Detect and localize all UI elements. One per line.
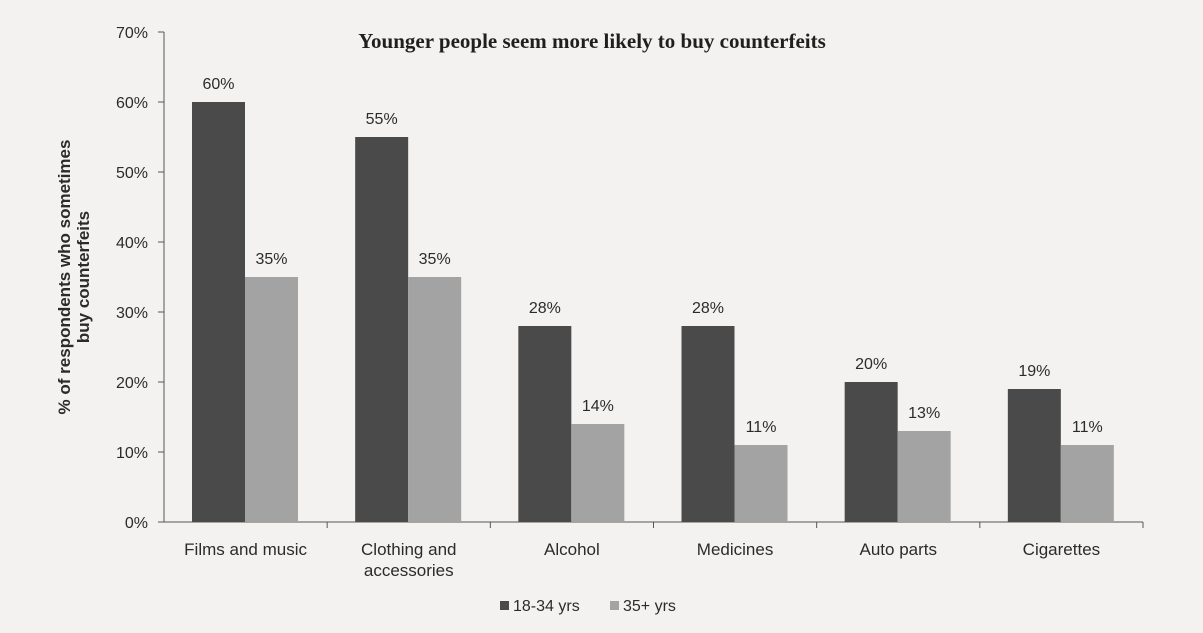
category-group: 28% 14% Alcohol — [518, 300, 654, 559]
bar-18-34-yrs — [518, 326, 572, 522]
y-tick-label: 10% — [116, 445, 148, 462]
bar-35-yrs — [571, 424, 625, 522]
data-label: 28% — [529, 300, 561, 317]
plot-area: 0% 10% 20% 30% 40% 50% 60% 70% 60% 35% Films and m… — [116, 25, 1144, 580]
category-label-line: Cigarettes — [1023, 540, 1100, 559]
category-label-line: Auto parts — [860, 540, 938, 559]
legend-swatch — [610, 601, 619, 610]
legend: 18-34 yrs 35+ yrs — [500, 598, 676, 615]
data-label: 35% — [255, 251, 287, 268]
y-axis-title-line-1: % of respondents who sometimes — [55, 140, 74, 415]
y-tick-label: 30% — [116, 305, 148, 322]
y-tick-label: 20% — [116, 375, 148, 392]
y-axis-title: % of respondents who sometimes buy count… — [55, 140, 93, 415]
legend-label: 35+ yrs — [623, 598, 676, 615]
data-label: 55% — [366, 111, 398, 128]
data-label: 11% — [1072, 419, 1103, 436]
category-group: 28% 11% Medicines — [681, 300, 818, 559]
data-label: 28% — [692, 300, 724, 317]
y-tick-label: 0% — [125, 515, 148, 532]
category-label: Films and music — [184, 540, 307, 559]
data-label: 14% — [582, 398, 614, 415]
category-label-line: accessories — [364, 561, 454, 580]
legend-item: 35+ yrs — [610, 598, 676, 615]
bar-18-34-yrs — [355, 137, 409, 522]
category-group: 55% 35% Clothing and accessories — [355, 111, 491, 580]
y-axis-title-line-2: buy counterfeits — [74, 211, 93, 343]
bar-18-34-yrs — [681, 326, 735, 522]
y-tick-label: 50% — [116, 165, 148, 182]
data-label: 35% — [419, 251, 451, 268]
bar-35-yrs — [734, 445, 788, 522]
category-label: Auto parts — [860, 540, 938, 559]
bar-18-34-yrs — [1007, 389, 1061, 522]
y-tick-label: 40% — [116, 235, 148, 252]
bar-35-yrs — [1060, 445, 1114, 522]
category-label: Clothing and accessories — [361, 540, 456, 580]
category-label-line: Medicines — [697, 540, 774, 559]
legend-item: 18-34 yrs — [500, 598, 580, 615]
bar-18-34-yrs — [844, 382, 898, 522]
bar-35-yrs — [245, 277, 298, 522]
legend-label: 18-34 yrs — [513, 598, 580, 615]
category-label: Alcohol — [544, 540, 600, 559]
data-label: 20% — [855, 356, 887, 373]
bar-18-34-yrs — [192, 102, 245, 522]
category-group: 20% 13% Auto parts — [844, 356, 981, 559]
data-label: 13% — [908, 405, 940, 422]
data-label: 60% — [202, 76, 234, 93]
data-label: 19% — [1018, 363, 1050, 380]
legend-swatch — [500, 601, 509, 610]
category-group: 60% 35% Films and music — [184, 76, 328, 559]
category-label: Cigarettes — [1023, 540, 1100, 559]
y-tick-label: 70% — [116, 25, 148, 42]
bar-35-yrs — [408, 277, 462, 522]
category-label-line: Films and music — [184, 540, 307, 559]
data-label: 11% — [746, 419, 777, 436]
bar-35-yrs — [897, 431, 951, 522]
category-label-line: Alcohol — [544, 540, 600, 559]
category-label-line: Clothing and — [361, 540, 456, 559]
category-group: 19% 11% Cigarettes — [1007, 363, 1144, 559]
chart-title: Younger people seem more likely to buy c… — [358, 29, 826, 53]
category-label: Medicines — [697, 540, 774, 559]
y-tick-label: 60% — [116, 95, 148, 112]
